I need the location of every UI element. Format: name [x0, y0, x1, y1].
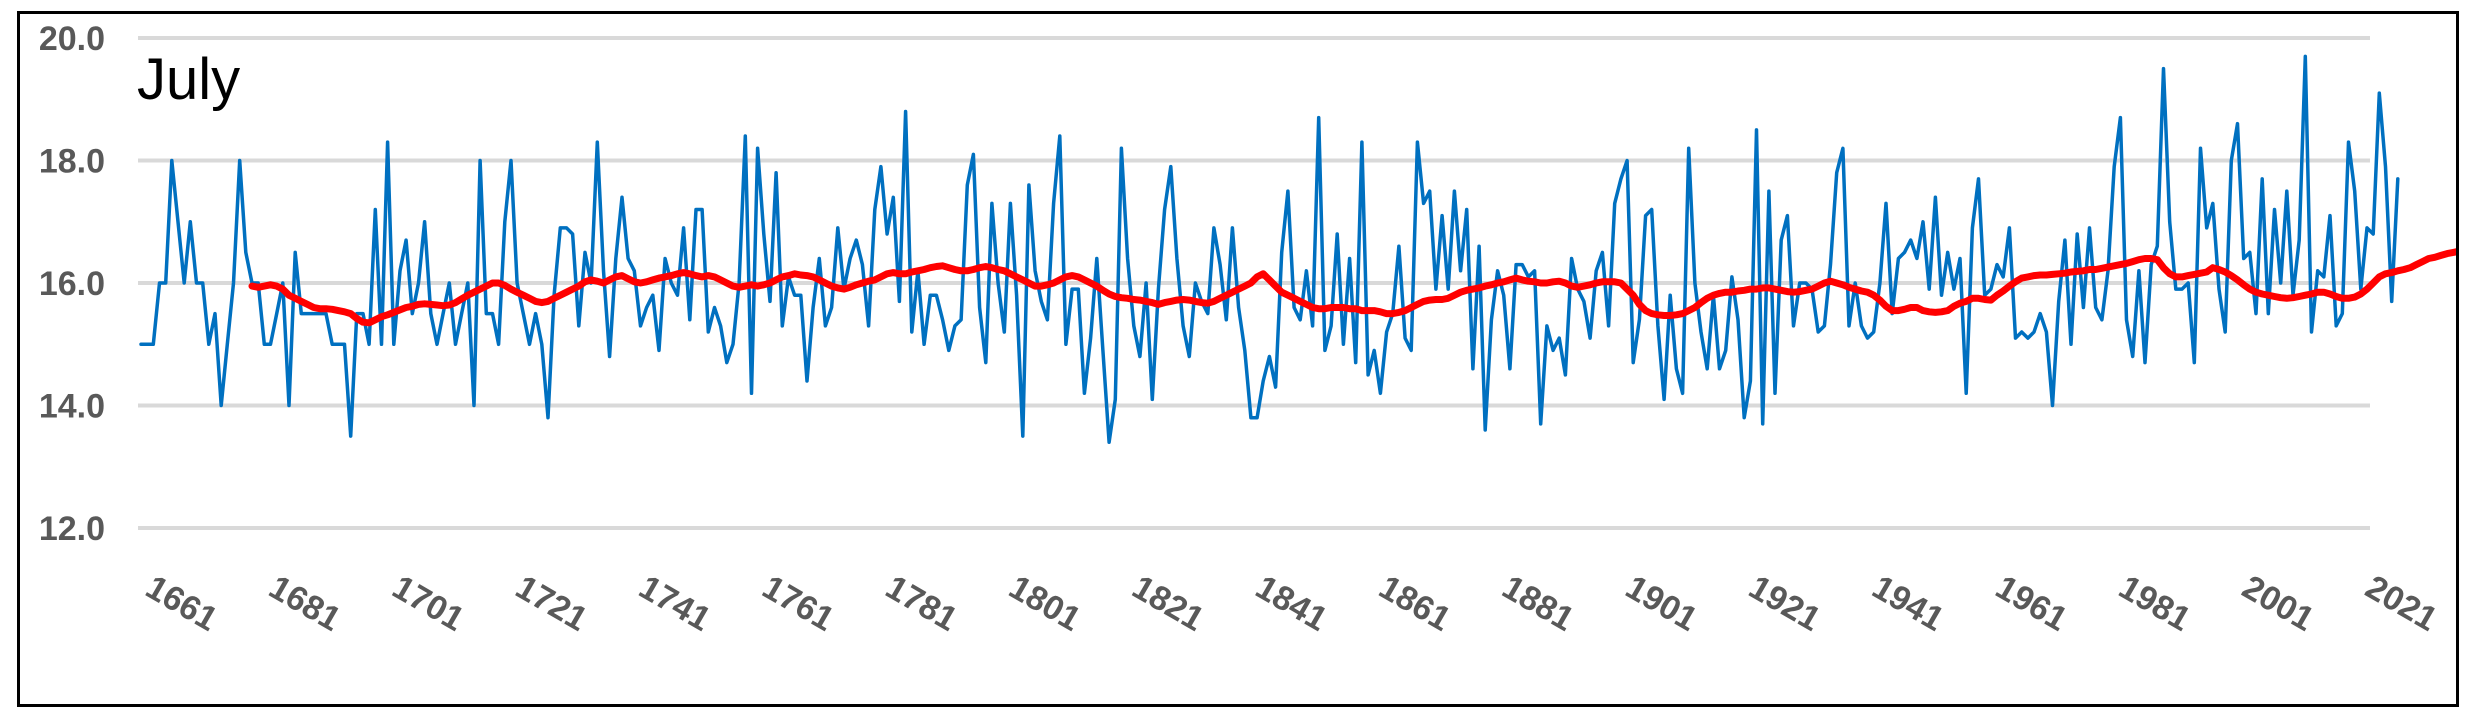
x-tick-label: 1921 [1743, 568, 1828, 639]
y-tick-label: 16.0 [39, 265, 105, 303]
y-tick-label: 20.0 [39, 20, 105, 58]
x-tick-label: 1681 [263, 568, 348, 639]
x-axis-ticks: 1661 1681 1701 1721 1741 1761 1781 1801 1821 1841… [139, 568, 2443, 639]
x-tick-label: 1821 [1126, 568, 1211, 639]
x-tick-label: 1701 [386, 568, 471, 639]
x-tick-label: 1761 [756, 568, 841, 639]
x-tick-label: 1741 [633, 568, 718, 639]
x-tick-label: 1721 [509, 568, 594, 639]
x-tick-label: 1781 [879, 568, 964, 639]
x-tick-label: 1861 [1373, 568, 1458, 639]
y-axis-ticks: 12.0 14.0 16.0 18.0 20.0 [39, 20, 105, 548]
x-tick-label: 1881 [1496, 568, 1581, 639]
x-tick-label: 2001 [2236, 568, 2321, 639]
y-tick-label: 18.0 [39, 143, 105, 181]
x-tick-label: 1961 [1989, 568, 2074, 639]
x-tick-label: 1981 [2113, 568, 2198, 639]
y-tick-label: 12.0 [39, 510, 105, 548]
x-tick-label: 1901 [1619, 568, 1704, 639]
series-line-annual [139, 54, 2400, 445]
x-tick-label: 1661 [139, 568, 224, 639]
chart-frame: 12.0 14.0 16.0 18.0 20.0 1661 1681 1701 1721 174… [17, 11, 2459, 707]
line-chart: 12.0 14.0 16.0 18.0 20.0 1661 1681 1701 1721 174… [39, 20, 2456, 639]
chart-title: July [137, 47, 240, 112]
series-line-moving-average [248, 248, 2456, 327]
x-tick-label: 1841 [1249, 568, 1334, 639]
x-tick-label: 1941 [1866, 568, 1951, 639]
x-tick-label: 2021 [2359, 568, 2444, 639]
y-tick-label: 14.0 [39, 388, 105, 426]
x-tick-label: 1801 [1003, 568, 1088, 639]
series-lines [139, 54, 2456, 445]
